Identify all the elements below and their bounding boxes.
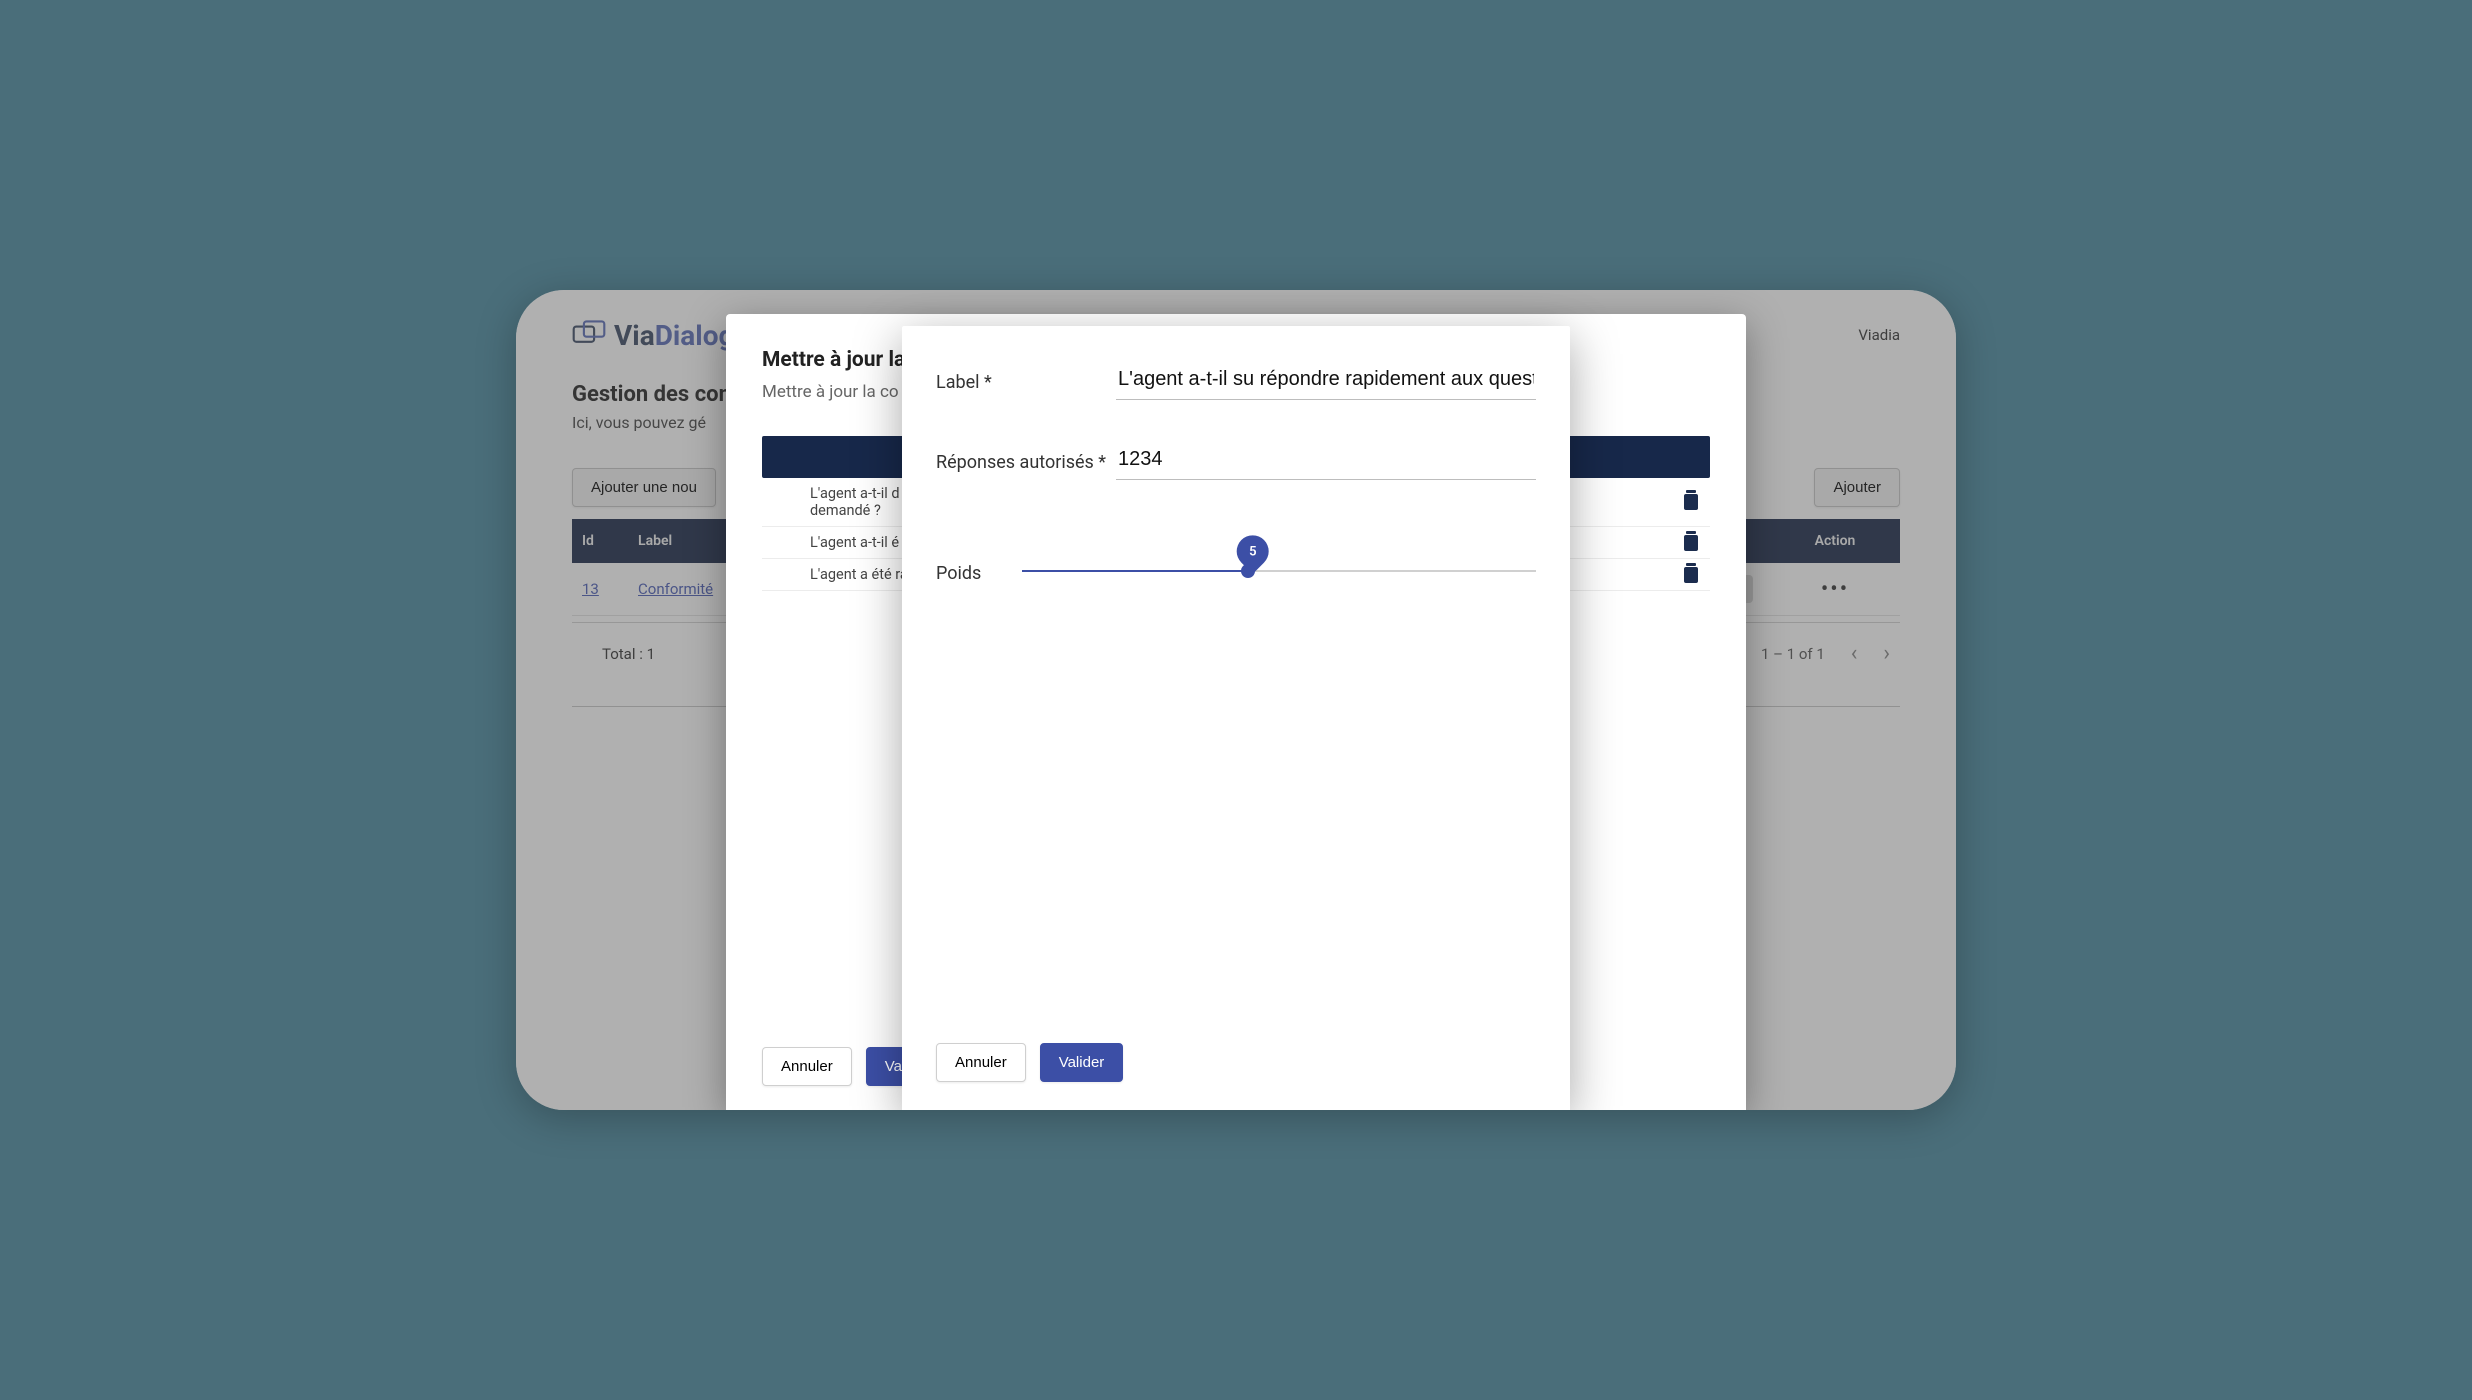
weight-slider[interactable]: 5	[1022, 524, 1536, 584]
validate-button[interactable]: Valider	[1040, 1043, 1124, 1082]
item-text: L'agent a-t-il d demandé ?	[810, 485, 900, 519]
cancel-button[interactable]: Annuler	[936, 1043, 1026, 1082]
item-text: L'agent a été ra	[810, 566, 908, 583]
slider-value: 5	[1249, 544, 1256, 559]
form-body: Label * Réponses autorisés * Poids 5	[936, 364, 1536, 1023]
app-frame: ViaDialog® Viadia Gestion des con Ici, v…	[516, 290, 1956, 1110]
label-row: Label *	[936, 364, 1536, 400]
weight-field-label: Poids	[936, 563, 1022, 584]
trash-icon[interactable]	[1684, 567, 1698, 583]
responses-input[interactable]	[1116, 444, 1536, 480]
label-field-label: Label *	[936, 372, 1116, 393]
front-modal: Label * Réponses autorisés * Poids 5	[902, 326, 1570, 1110]
slider-thumb[interactable]	[1241, 564, 1255, 578]
trash-icon[interactable]	[1684, 494, 1698, 510]
item-text: L'agent a-t-il é	[810, 534, 899, 551]
responses-field-label: Réponses autorisés *	[936, 452, 1116, 473]
mid-cancel-button[interactable]: Annuler	[762, 1047, 852, 1086]
weight-row: Poids 5	[936, 524, 1536, 584]
trash-icon[interactable]	[1684, 535, 1698, 551]
slider-fill	[1022, 570, 1248, 572]
label-input[interactable]	[1116, 364, 1536, 400]
front-modal-footer: Annuler Valider	[936, 1023, 1536, 1082]
responses-row: Réponses autorisés *	[936, 444, 1536, 480]
